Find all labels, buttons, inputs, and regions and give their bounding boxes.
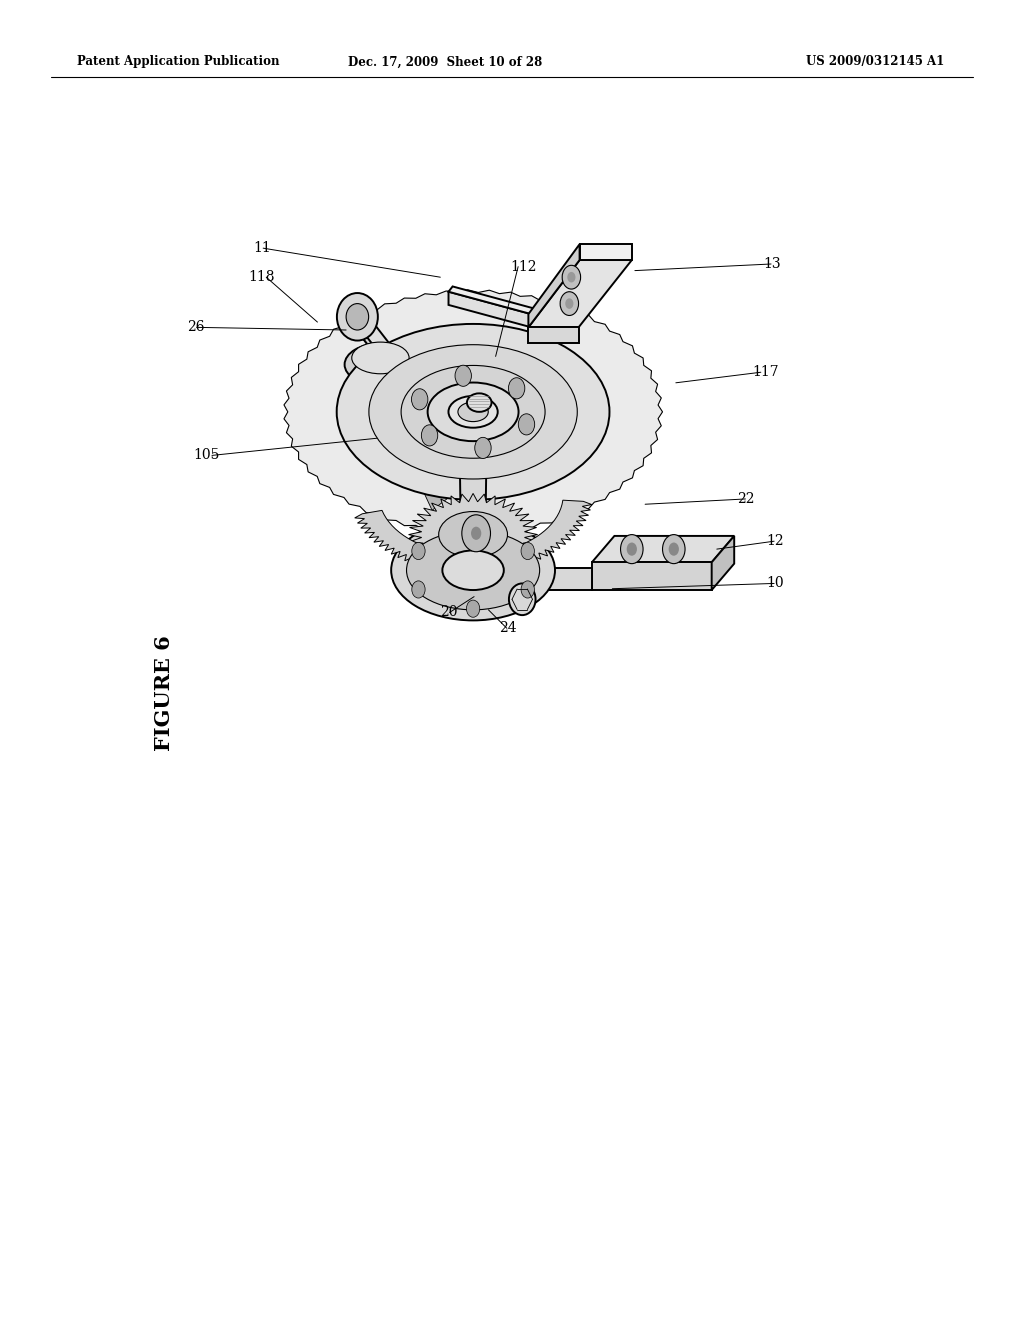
Text: 117: 117 (753, 366, 779, 379)
Circle shape (669, 543, 679, 556)
Polygon shape (580, 244, 632, 260)
Circle shape (562, 265, 581, 289)
Ellipse shape (337, 293, 378, 341)
Polygon shape (409, 494, 538, 576)
Polygon shape (346, 317, 399, 356)
Ellipse shape (391, 520, 555, 620)
Polygon shape (528, 244, 580, 327)
Circle shape (462, 515, 490, 552)
Circle shape (412, 389, 428, 411)
Text: 118: 118 (248, 271, 274, 284)
Ellipse shape (428, 383, 518, 441)
Text: Dec. 17, 2009  Sheet 10 of 28: Dec. 17, 2009 Sheet 10 of 28 (348, 55, 543, 69)
Polygon shape (284, 290, 663, 533)
Polygon shape (449, 286, 536, 314)
Polygon shape (592, 562, 712, 590)
Polygon shape (449, 292, 531, 327)
Circle shape (567, 272, 575, 282)
Circle shape (627, 543, 637, 556)
Ellipse shape (345, 343, 417, 385)
Ellipse shape (458, 403, 488, 421)
Polygon shape (543, 568, 592, 590)
Circle shape (521, 581, 535, 598)
Circle shape (467, 601, 480, 618)
Text: 24: 24 (499, 622, 516, 635)
Text: 13: 13 (763, 257, 780, 271)
Polygon shape (528, 260, 632, 327)
Polygon shape (512, 568, 553, 607)
Polygon shape (422, 470, 456, 511)
Circle shape (475, 437, 492, 458)
Text: Patent Application Publication: Patent Application Publication (77, 55, 280, 69)
Circle shape (455, 366, 471, 387)
Polygon shape (460, 444, 486, 533)
Circle shape (471, 527, 481, 540)
Text: 112: 112 (510, 260, 537, 273)
Circle shape (421, 425, 437, 446)
Text: 12: 12 (766, 535, 783, 548)
Ellipse shape (369, 345, 578, 479)
Text: 105: 105 (194, 449, 220, 462)
Circle shape (663, 535, 685, 564)
Text: 26: 26 (187, 321, 205, 334)
Polygon shape (365, 358, 493, 579)
Polygon shape (354, 500, 592, 573)
Circle shape (565, 298, 573, 309)
Circle shape (560, 292, 579, 315)
Ellipse shape (467, 393, 492, 412)
Circle shape (509, 378, 525, 399)
Polygon shape (397, 417, 433, 462)
Circle shape (412, 581, 425, 598)
Circle shape (518, 413, 535, 434)
Ellipse shape (337, 323, 609, 500)
Ellipse shape (509, 583, 536, 615)
Ellipse shape (352, 342, 410, 374)
Ellipse shape (449, 396, 498, 428)
Circle shape (621, 535, 643, 564)
Circle shape (467, 523, 480, 540)
Ellipse shape (438, 512, 508, 557)
Polygon shape (346, 313, 379, 356)
Ellipse shape (346, 304, 369, 330)
Text: 11: 11 (254, 242, 271, 255)
Polygon shape (712, 536, 734, 590)
Polygon shape (528, 327, 579, 343)
Text: 10: 10 (766, 577, 783, 590)
Polygon shape (592, 536, 734, 562)
Text: FIGURE 6: FIGURE 6 (154, 635, 174, 751)
Ellipse shape (401, 366, 545, 458)
Circle shape (412, 543, 425, 560)
Ellipse shape (442, 550, 504, 590)
Text: 22: 22 (737, 492, 755, 506)
Text: 20: 20 (440, 606, 458, 619)
Circle shape (521, 543, 535, 560)
Ellipse shape (407, 531, 540, 610)
Text: US 2009/0312145 A1: US 2009/0312145 A1 (806, 55, 944, 69)
